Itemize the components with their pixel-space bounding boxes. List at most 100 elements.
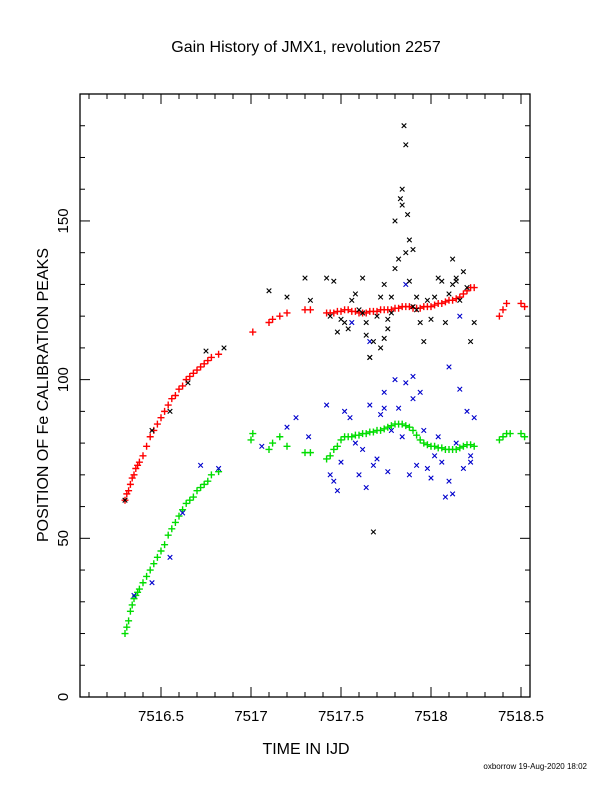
data-point [128, 601, 136, 609]
data-point [182, 376, 190, 384]
data-point [341, 319, 348, 326]
data-point [363, 484, 369, 491]
data-point [410, 395, 416, 402]
data-point [517, 430, 525, 438]
data-point [167, 554, 173, 561]
data-point [189, 369, 197, 377]
data-point [405, 303, 413, 311]
data-point [456, 293, 464, 301]
data-point [326, 452, 334, 460]
data-point [161, 407, 169, 415]
data-point [417, 389, 423, 396]
data-point [204, 357, 212, 365]
data-point [464, 408, 470, 415]
x-tick-label: 7518 [414, 708, 447, 725]
data-point [203, 348, 209, 354]
data-point [337, 436, 345, 444]
data-point [130, 471, 138, 479]
data-point [395, 405, 402, 411]
data-point [186, 496, 194, 504]
data-point [395, 256, 402, 262]
data-point [374, 456, 380, 462]
x-tick-label: 7517.5 [318, 708, 364, 725]
data-point [323, 455, 331, 463]
data-point [521, 433, 529, 441]
data-point [385, 326, 391, 332]
data-point [381, 281, 387, 288]
data-point [392, 265, 398, 272]
data-point [150, 560, 158, 568]
data-point [331, 478, 337, 484]
data-point [449, 256, 456, 262]
data-point [403, 380, 409, 386]
data-point [221, 345, 227, 351]
data-point [367, 354, 373, 361]
series-3 [122, 123, 477, 535]
data-point [402, 422, 410, 430]
data-point [457, 386, 463, 392]
data-point [387, 306, 395, 314]
data-point [153, 553, 161, 561]
data-point [265, 319, 273, 327]
data-point [164, 531, 172, 539]
data-point [438, 299, 446, 307]
data-point [179, 506, 187, 514]
data-point [143, 572, 151, 580]
data-point [377, 345, 384, 351]
x-axis-label: TIME IN IJD [262, 741, 349, 758]
y-tick-label: 100 [55, 367, 72, 392]
data-point [423, 441, 431, 449]
data-point [435, 434, 441, 440]
chart-title: Gain History of JMX1, revolution 2257 [171, 39, 441, 56]
data-point [193, 487, 201, 495]
data-point [153, 420, 161, 428]
data-point [363, 332, 369, 338]
data-point [399, 186, 405, 192]
data-point [403, 249, 409, 256]
x-tick-label: 7518.5 [498, 708, 544, 725]
plot-frame [79, 93, 531, 698]
data-point [131, 592, 137, 599]
data-point [341, 408, 348, 415]
data-point [139, 579, 147, 587]
data-point [387, 422, 395, 430]
data-point [413, 294, 420, 300]
data-point [395, 304, 403, 312]
data-point [306, 449, 314, 457]
data-point [370, 529, 377, 535]
data-point [266, 288, 272, 294]
data-point [428, 475, 434, 481]
data-point [197, 484, 205, 492]
data-point [146, 433, 154, 441]
y-tick-label: 0 [55, 693, 72, 701]
data-point [348, 433, 356, 441]
data-point [420, 439, 428, 447]
data-point [359, 446, 366, 453]
data-point [167, 408, 173, 415]
data-point [470, 442, 478, 450]
data-point [406, 472, 413, 478]
data-point [460, 465, 467, 472]
data-point [175, 385, 183, 393]
data-point [521, 303, 529, 311]
data-point [344, 306, 352, 314]
data-point [377, 294, 384, 300]
data-point [424, 465, 431, 472]
data-point [416, 436, 424, 444]
data-point [459, 442, 467, 450]
data-point [438, 444, 446, 452]
data-point [406, 237, 413, 243]
data-point [200, 360, 208, 368]
data-point [424, 297, 431, 303]
data-point [380, 425, 388, 433]
data-point [377, 426, 385, 434]
data-point [439, 459, 445, 465]
data-point [410, 373, 416, 380]
data-point [269, 439, 277, 447]
data-point [428, 316, 434, 323]
data-point [392, 218, 398, 224]
data-point [327, 472, 333, 478]
data-point [381, 389, 387, 396]
data-point [200, 480, 208, 488]
